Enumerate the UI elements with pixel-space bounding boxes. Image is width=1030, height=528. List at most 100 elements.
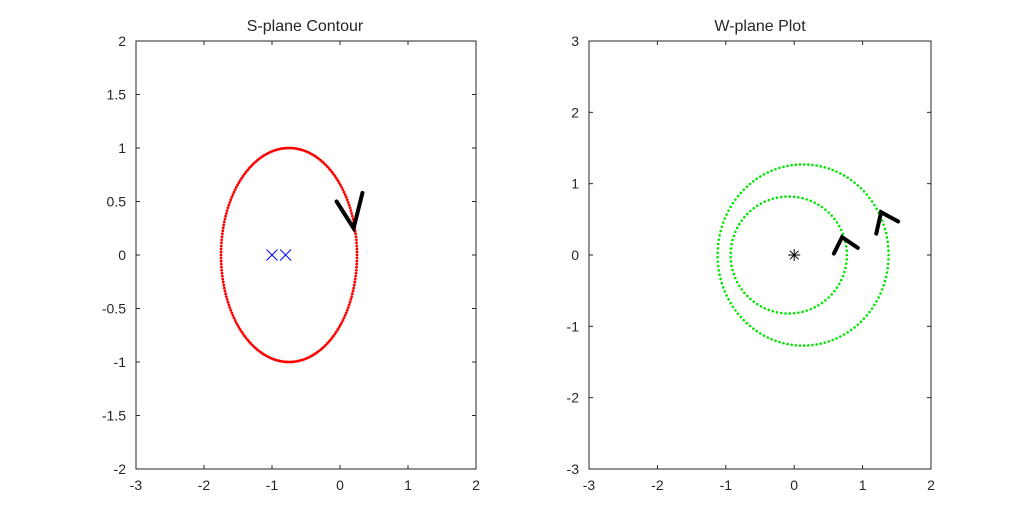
s-plane-contour-point — [246, 168, 249, 172]
w-plane-contour-point — [755, 204, 759, 208]
s-plane-pole-marker — [266, 249, 278, 261]
w-plane-contour-point — [717, 269, 721, 272]
s-plane-contour-point — [337, 325, 341, 329]
w-plane-contour-point — [815, 164, 818, 167]
w-plane-contour-point — [755, 177, 759, 181]
s-plane-ytick-label: 1.5 — [107, 87, 127, 103]
s-plane-contour-point — [232, 190, 236, 194]
s-plane-contour-point — [337, 181, 341, 185]
s-plane-contour-point — [220, 241, 223, 245]
w-plane-contour-point — [865, 314, 869, 317]
s-plane-contour-point — [289, 360, 293, 364]
s-plane-contour-point — [347, 203, 351, 207]
w-plane-contour-point — [837, 224, 841, 228]
s-plane-contour-point — [231, 313, 235, 317]
w-plane-contour-point — [882, 223, 885, 227]
s-plane-contour-point — [333, 332, 337, 336]
s-plane-contour-point — [330, 170, 334, 174]
s-plane-contour-point — [247, 340, 251, 343]
w-plane-contour-point — [749, 209, 752, 213]
w-plane-ytick-label: -3 — [567, 461, 580, 477]
s-plane-ytick-label: 0 — [118, 247, 126, 263]
s-plane-contour-point — [228, 200, 232, 204]
w-plane-contour-point — [870, 307, 874, 310]
w-plane-contour-point — [797, 311, 800, 314]
s-plane-contour-point — [350, 292, 354, 296]
w-plane-contour-point — [797, 196, 800, 199]
s-plane-contour-point — [334, 330, 338, 334]
s-plane-contour-point — [219, 244, 223, 248]
w-plane-contour-point — [745, 321, 749, 325]
w-plane-contour-point — [723, 290, 727, 293]
w-plane-contour-point — [752, 180, 755, 183]
w-plane-ytick-label: -2 — [567, 390, 580, 406]
s-plane-contour-point — [340, 185, 344, 189]
w-plane-contour-point — [798, 163, 802, 166]
w-plane-contour-point — [762, 334, 766, 337]
s-plane-contour-point — [226, 300, 230, 304]
s-plane-contour-point — [220, 232, 224, 236]
s-plane-contour-point — [243, 334, 246, 338]
w-plane-contour-point — [820, 205, 824, 209]
s-plane-contour-point — [227, 203, 231, 207]
s-plane-title: S-plane Contour — [247, 18, 364, 35]
s-plane-contour-point — [352, 286, 356, 290]
s-plane-contour-point — [222, 286, 226, 290]
w-plane-contour-point — [839, 278, 843, 282]
w-plane-contour-point — [885, 271, 889, 274]
w-plane-contour-point — [775, 310, 779, 314]
w-plane-critical-point-marker — [788, 249, 801, 261]
s-plane-contour-point — [227, 303, 231, 307]
s-plane-contour-point — [220, 271, 224, 275]
s-plane-contour-point — [219, 259, 223, 263]
w-plane-contour-point — [737, 284, 741, 288]
w-plane-contour-point — [734, 309, 737, 312]
w-plane-contour-point — [725, 294, 728, 297]
w-plane-contour-point — [842, 174, 846, 177]
s-plane-contour-point — [329, 168, 332, 172]
s-plane-contour-point — [330, 336, 334, 340]
s-plane-xtick-label: 2 — [472, 477, 480, 493]
s-plane-contour-point — [224, 214, 228, 218]
s-plane-contour-point — [343, 313, 347, 317]
s-plane-contour-point — [229, 198, 233, 202]
w-plane-contour-point — [886, 266, 889, 270]
w-plane-xtick-label: -3 — [583, 477, 596, 493]
w-plane-contour-point — [745, 212, 749, 216]
w-plane-contour-point — [759, 202, 763, 205]
w-plane-contour-point — [862, 190, 866, 193]
w-plane-contour-point — [734, 276, 737, 280]
s-plane-contour-point — [220, 238, 224, 242]
w-plane-contour-point — [794, 163, 798, 167]
w-plane-contour-point — [779, 195, 783, 199]
s-plane-marks — [219, 146, 365, 364]
s-plane-contour-point — [332, 334, 335, 338]
w-plane-contour-point — [729, 205, 732, 209]
w-plane-contour-point — [885, 236, 889, 239]
w-plane-contour-point — [770, 169, 773, 173]
w-plane-contour-point — [740, 288, 743, 291]
s-plane-contour-point — [230, 195, 234, 199]
w-plane-contour-point — [839, 228, 843, 232]
w-plane-xtick-label: 0 — [790, 477, 798, 493]
w-plane-contour-point — [742, 318, 746, 322]
w-plane-ticks: -3 -2 -1 0 1 2 -3 -2 -1 0 1 2 3 — [567, 33, 936, 493]
w-plane-contour-point — [774, 167, 777, 171]
w-plane-contour-point — [837, 282, 841, 286]
w-plane-panel: W-plane Plot -3 -2 -1 0 1 2 -3 -2 -1 0 1 2 3 — [567, 18, 936, 493]
w-plane-contour-point — [734, 198, 737, 201]
w-plane-contour-point — [844, 262, 848, 265]
w-plane-contour-point — [742, 188, 746, 192]
w-plane-contour-point — [827, 211, 830, 214]
s-plane-contour-point — [219, 247, 223, 251]
s-plane-contour-point — [241, 174, 245, 178]
w-plane-contour-point — [721, 286, 725, 289]
w-plane-direction-arrow — [874, 209, 901, 236]
w-plane-contour-point — [732, 234, 736, 238]
s-plane-contour-point — [355, 250, 359, 254]
w-plane-contour-point — [809, 199, 813, 203]
w-plane-contour-point — [823, 341, 827, 344]
w-plane-contour-point — [748, 324, 752, 328]
w-plane-contour-point — [731, 305, 735, 309]
w-plane-contour-point — [774, 339, 777, 343]
